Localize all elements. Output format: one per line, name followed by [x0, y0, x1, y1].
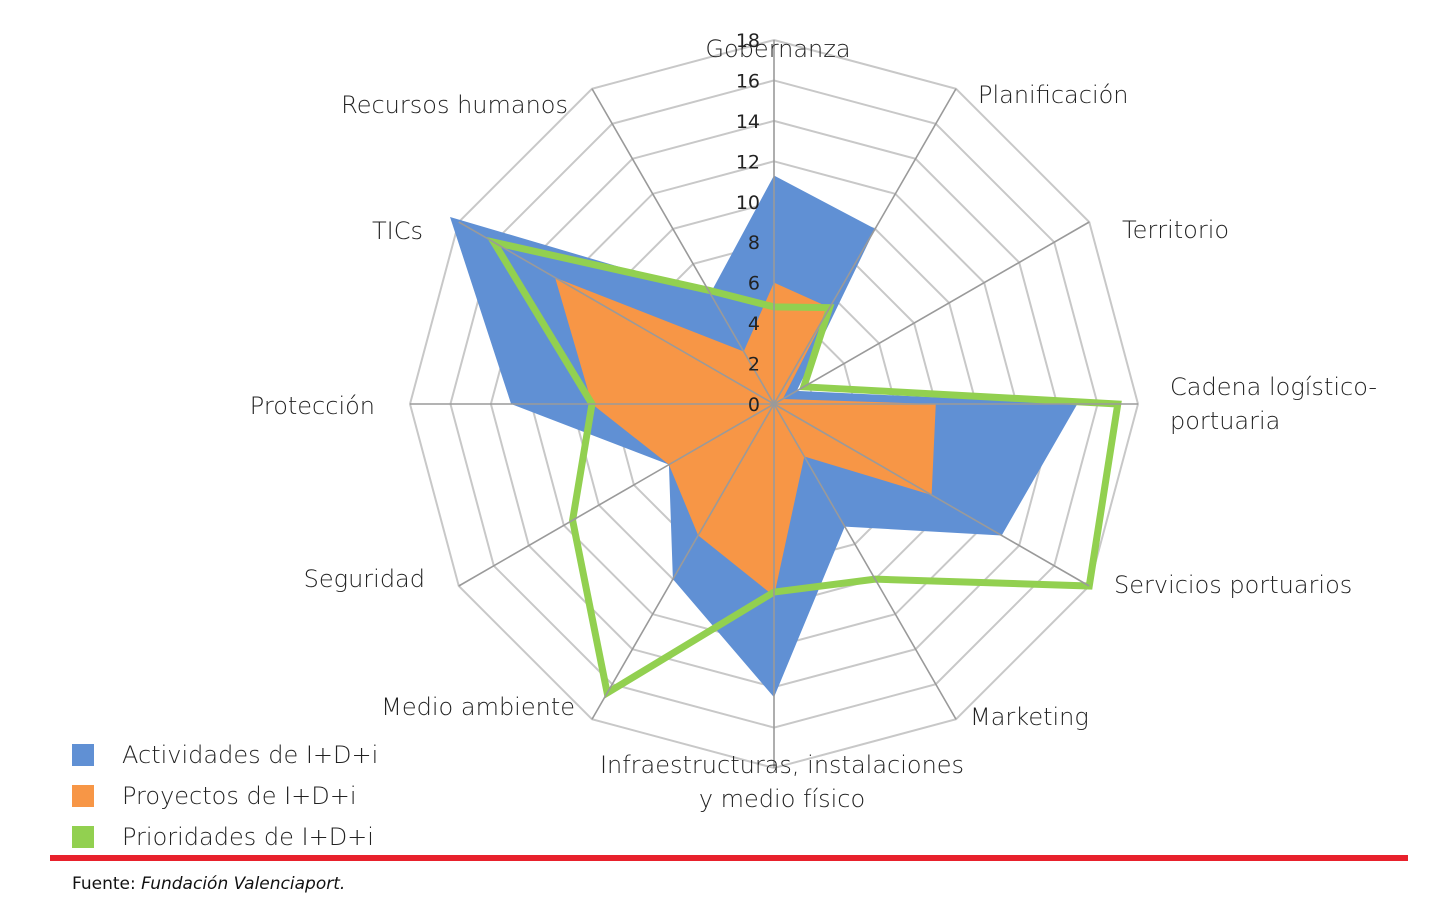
spoke-axis [773, 403, 957, 720]
legend-item-prioridades: Prioridades de I+D+i [72, 816, 378, 857]
legend-label-prioridades: Prioridades de I+D+i [122, 822, 374, 851]
legend-item-proyectos: Proyectos de I+D+i [72, 775, 378, 816]
tick-label: 16 [736, 70, 760, 92]
category-label: Territorio [1122, 216, 1229, 244]
radar-axes [410, 40, 1138, 768]
tick-label: 18 [736, 30, 760, 52]
category-label: Protección [250, 392, 375, 420]
tick-label: 6 [748, 273, 760, 295]
spoke-axis [773, 88, 957, 405]
source-divider [50, 855, 1408, 861]
series-area-proyectos [555, 277, 936, 597]
tick-label: 14 [736, 111, 760, 133]
legend-label-proyectos: Proyectos de I+D+i [122, 781, 357, 810]
source-label: Fuente: [72, 874, 136, 894]
spoke-axis [591, 403, 775, 720]
spoke-axis [773, 221, 1090, 405]
legend-item-actividades: Actividades de I+D+i [72, 734, 378, 775]
category-label: Gobernanza [705, 35, 850, 63]
category-label: Servicios portuarios [1114, 571, 1352, 599]
legend-label-actividades: Actividades de I+D+i [122, 740, 379, 769]
category-label: Planificación [978, 81, 1129, 109]
tick-label: 8 [748, 232, 760, 254]
legend: Actividades de I+D+i Proyectos de I+D+i … [72, 734, 378, 857]
category-label: TICs [372, 217, 423, 245]
legend-swatch-actividades [72, 743, 94, 766]
category-label: Seguridad [304, 565, 425, 593]
tick-label: 0 [748, 394, 760, 416]
tick-label: 12 [736, 151, 760, 173]
source-note: Fuente: Fundación Valenciaport. [72, 874, 345, 894]
radar-series [450, 175, 1122, 699]
category-label: Marketing [970, 703, 1089, 731]
category-label: Cadena logístico-portuaria [1170, 373, 1377, 435]
spoke-axis [591, 88, 775, 405]
tick-label: 10 [736, 192, 760, 214]
legend-swatch-prioridades [72, 825, 94, 848]
spoke-axis [458, 221, 775, 405]
spoke-axis [458, 403, 775, 587]
tick-label: 4 [748, 313, 760, 335]
category-label: Medio ambiente [381, 693, 575, 721]
legend-swatch-proyectos [72, 784, 94, 807]
spoke-axis [773, 403, 1090, 587]
category-label: Infraestructuras, instalaciones y medio f… [600, 751, 964, 813]
source-text: Fundación Valenciaport. [141, 874, 346, 894]
category-label: Recursos humanos [341, 91, 568, 119]
tick-label: 2 [748, 354, 760, 376]
